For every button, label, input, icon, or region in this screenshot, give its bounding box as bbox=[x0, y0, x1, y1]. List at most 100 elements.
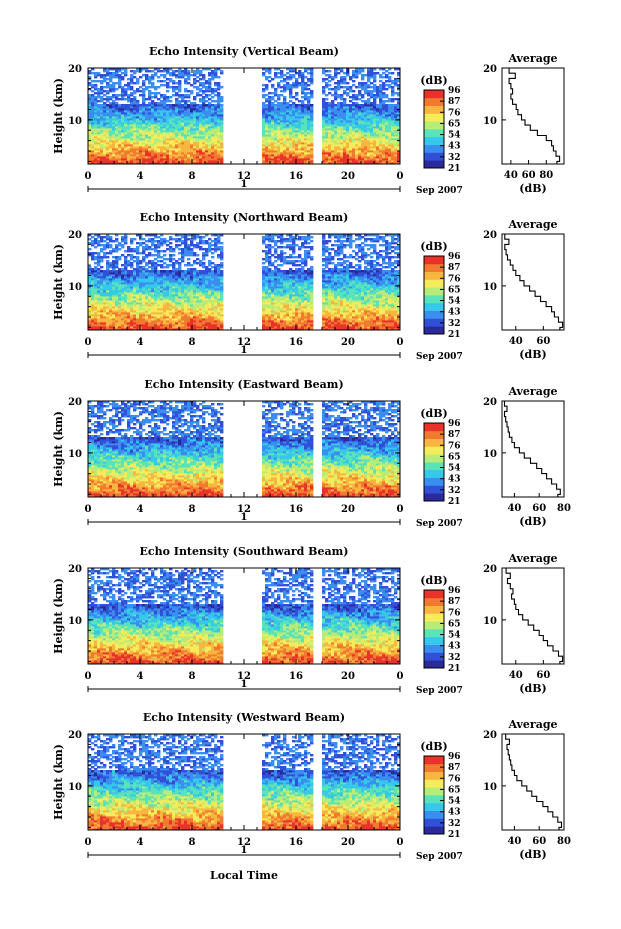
heat-cell bbox=[280, 102, 283, 104]
heat-cell bbox=[160, 264, 163, 266]
heat-cell bbox=[352, 90, 355, 92]
heat-cell bbox=[292, 82, 295, 84]
heat-cell bbox=[307, 78, 310, 80]
heat-cell bbox=[169, 242, 172, 244]
heat-cell bbox=[193, 78, 196, 80]
heat-cell bbox=[133, 238, 136, 240]
heat-cell bbox=[145, 254, 148, 256]
heat-cell bbox=[109, 250, 112, 252]
heat-cell bbox=[103, 236, 106, 238]
profile-frame bbox=[502, 68, 564, 164]
heat-cell bbox=[157, 80, 160, 82]
heat-cell bbox=[121, 104, 124, 106]
heat-cell bbox=[109, 102, 112, 104]
heat-cell bbox=[115, 94, 118, 96]
heat-cell bbox=[91, 268, 94, 270]
heat-cell bbox=[325, 70, 328, 72]
heatmap bbox=[88, 234, 400, 330]
heat-cell bbox=[127, 246, 130, 248]
heat-cell bbox=[277, 102, 280, 104]
heat-cell bbox=[106, 104, 109, 106]
heat-cell bbox=[127, 270, 130, 272]
heat-cell bbox=[103, 102, 106, 104]
heat-cell bbox=[175, 268, 178, 270]
heat-cell bbox=[187, 100, 190, 102]
heat-cell bbox=[160, 270, 163, 272]
heat-cell bbox=[373, 84, 376, 86]
heat-cell bbox=[94, 266, 97, 268]
heat-cell bbox=[118, 256, 121, 258]
heat-cell bbox=[349, 96, 352, 98]
heat-cell bbox=[151, 92, 154, 94]
heat-cell bbox=[346, 86, 349, 88]
heat-cell bbox=[334, 82, 337, 84]
y-tick-label: 10 bbox=[68, 116, 82, 127]
panel-0: Echo Intensity (Vertical Beam)Height (km… bbox=[52, 45, 564, 196]
heat-cell bbox=[304, 76, 307, 78]
heat-cell bbox=[88, 100, 91, 102]
heat-cell bbox=[217, 92, 220, 94]
heat-cell bbox=[322, 86, 325, 88]
heat-cell bbox=[118, 74, 121, 76]
heat-cell bbox=[292, 102, 295, 104]
heat-cell bbox=[178, 244, 181, 246]
heat-cell bbox=[94, 92, 97, 94]
figure: Echo Intensity (Vertical Beam)Height (km… bbox=[0, 0, 621, 929]
heat-cell bbox=[286, 76, 289, 78]
heat-cell bbox=[130, 270, 133, 272]
heat-cell bbox=[157, 260, 160, 262]
heat-cell bbox=[133, 96, 136, 98]
heat-cell bbox=[115, 244, 118, 246]
panel-1: Echo Intensity (Northward Beam)Height (k… bbox=[52, 211, 564, 362]
heat-cell bbox=[148, 270, 151, 272]
colorbar-tick-label: 32 bbox=[448, 153, 461, 163]
date-label: Sep 2007 bbox=[416, 186, 463, 196]
heat-cell bbox=[121, 236, 124, 238]
heat-cell bbox=[100, 236, 103, 238]
heat-cell bbox=[208, 94, 211, 96]
heat-cell bbox=[364, 74, 367, 76]
heat-cell bbox=[151, 70, 154, 72]
heat-cell bbox=[340, 94, 343, 96]
colorbar-tick-label: 21 bbox=[448, 164, 461, 174]
heat-cell bbox=[181, 104, 184, 106]
heat-cell bbox=[277, 82, 280, 84]
x-tick-label: 16 bbox=[289, 171, 303, 182]
x-tick-label: 0 bbox=[397, 171, 404, 182]
heat-cell bbox=[382, 72, 385, 74]
heat-cell bbox=[103, 240, 106, 242]
heat-cell bbox=[199, 94, 202, 96]
heat-cell bbox=[178, 248, 181, 250]
heat-cell bbox=[115, 256, 118, 258]
panel-title: Echo Intensity (Vertical Beam) bbox=[149, 45, 339, 58]
heat-cell bbox=[328, 70, 331, 72]
heat-cell bbox=[328, 102, 331, 104]
heat-cell bbox=[322, 78, 325, 80]
heat-cell bbox=[160, 70, 163, 72]
heat-cell bbox=[280, 86, 283, 88]
heat-cell bbox=[142, 74, 145, 76]
heat-cell bbox=[265, 94, 268, 96]
heat-cell bbox=[301, 72, 304, 74]
heat-cell bbox=[88, 252, 91, 254]
heat-cell bbox=[151, 96, 154, 98]
heat-cell bbox=[277, 76, 280, 78]
heat-cell bbox=[292, 96, 295, 98]
heat-cell bbox=[193, 102, 196, 104]
heat-cell bbox=[124, 250, 127, 252]
heat-cell bbox=[343, 86, 346, 88]
heat-cell bbox=[163, 80, 166, 82]
heat-cell bbox=[124, 88, 127, 90]
heat-cell bbox=[352, 84, 355, 86]
panel-title: Echo Intensity (Northward Beam) bbox=[140, 211, 349, 224]
heat-cell bbox=[178, 262, 181, 264]
heat-cell bbox=[328, 88, 331, 90]
heat-cell bbox=[139, 260, 142, 262]
profile-x-tick-label: 40 bbox=[504, 170, 518, 181]
heat-cell bbox=[205, 86, 208, 88]
heat-cell bbox=[361, 104, 364, 106]
heat-cell bbox=[289, 84, 292, 86]
heat-cell bbox=[268, 96, 271, 98]
heat-cell bbox=[175, 70, 178, 72]
heat-cell bbox=[130, 238, 133, 240]
